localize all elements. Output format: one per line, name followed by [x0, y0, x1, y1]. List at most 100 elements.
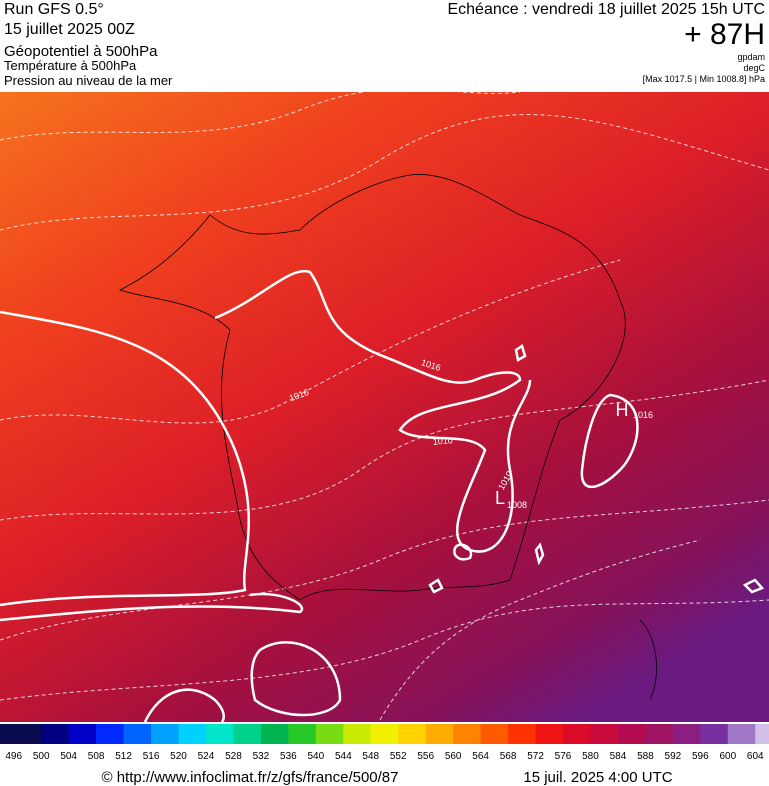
colorbar-label: 528	[225, 751, 242, 762]
color-swatch	[466, 724, 482, 744]
isotherms	[0, 88, 769, 721]
isobar-label: 1010	[432, 435, 453, 447]
colorbar-label: 540	[307, 751, 324, 762]
colorbar-label: 504	[60, 751, 77, 762]
color-swatch	[645, 724, 660, 744]
color-swatch	[617, 724, 633, 744]
colorbar-label: 508	[88, 751, 105, 762]
unit: degC	[743, 63, 765, 73]
colorbar-label: 552	[390, 751, 407, 762]
color-swatch	[700, 724, 715, 744]
colorbar-label: 572	[527, 751, 544, 762]
color-swatch	[260, 724, 276, 744]
color-swatch	[672, 724, 688, 744]
color-swatch	[535, 724, 550, 744]
colorbar-label: 516	[143, 751, 160, 762]
colorbar-label: 520	[170, 751, 187, 762]
colorbar-label: 532	[253, 751, 270, 762]
colorbar-label: 604	[747, 751, 764, 762]
color-swatch	[521, 724, 537, 744]
color-swatch	[137, 724, 152, 744]
color-swatch	[714, 724, 729, 744]
color-swatch	[384, 724, 399, 744]
valid-time: Echéance : vendredi 18 juillet 2025 15h …	[447, 1, 765, 18]
run-date: 15 juillet 2025 00Z	[4, 21, 135, 38]
source: © http://www.infoclimat.fr/z/gfs/france/…	[101, 769, 398, 786]
range: [Max 1017.5 | Min 1008.8] hPa	[643, 74, 765, 84]
lead-time: + 87H	[684, 18, 765, 51]
color-swatch	[576, 724, 591, 744]
color-swatch	[604, 724, 619, 744]
color-swatch	[755, 724, 769, 744]
layer: Pression au niveau de la mer	[4, 73, 173, 88]
color-swatch	[178, 724, 193, 744]
colorbar-label: 600	[719, 751, 736, 762]
color-swatch	[205, 724, 221, 744]
colorbar-label: 592	[665, 751, 682, 762]
color-swatch	[727, 724, 743, 744]
color-swatch	[41, 724, 56, 744]
colorbar-label: 548	[362, 751, 379, 762]
colorbar-label: 576	[555, 751, 572, 762]
colorbar-label: 560	[445, 751, 462, 762]
color-swatch	[563, 724, 578, 744]
color-swatch	[219, 724, 234, 744]
color-swatch	[27, 724, 42, 744]
colorbar-label: 580	[582, 751, 599, 762]
run: Run GFS 0.5°	[4, 1, 104, 18]
colorbar-label: 596	[692, 751, 709, 762]
field: Géopotentiel à 500hPa	[4, 43, 158, 60]
color-swatch	[233, 724, 248, 744]
color-swatch	[302, 724, 317, 744]
color-swatch	[164, 724, 180, 744]
timestamp: 15 juil. 2025 4:00 UTC	[523, 769, 672, 786]
isobar-label: 1016	[633, 410, 653, 420]
color-swatch	[123, 724, 138, 744]
color-swatch	[357, 724, 372, 744]
color-swatch	[425, 724, 440, 744]
color-swatch	[96, 724, 111, 744]
color-swatch	[439, 724, 454, 744]
colorbar-label: 524	[198, 751, 215, 762]
colorbar-label: 500	[33, 751, 50, 762]
color-swatch	[0, 724, 15, 744]
color-swatch	[54, 724, 70, 744]
color-swatch	[288, 724, 303, 744]
color-swatch	[192, 724, 207, 744]
colorbar-label: 536	[280, 751, 297, 762]
isobar-label: 1008	[507, 500, 527, 510]
color-swatch	[343, 724, 358, 744]
color-swatch	[247, 724, 262, 744]
color-swatch	[109, 724, 125, 744]
coastlines	[118, 174, 657, 701]
color-swatch	[151, 724, 166, 744]
color-swatch	[686, 724, 701, 744]
colorbar-label: 588	[637, 751, 654, 762]
isobar-label: L	[495, 488, 505, 508]
color-swatch	[494, 724, 509, 744]
color-swatch	[274, 724, 289, 744]
color-swatch	[549, 724, 564, 744]
colorbar-label: 584	[610, 751, 627, 762]
color-swatch	[590, 724, 605, 744]
color-swatch	[68, 724, 83, 744]
colorbar-label: 556	[417, 751, 434, 762]
color-swatch	[659, 724, 674, 744]
colorbar-label: 496	[5, 751, 22, 762]
color-swatch	[13, 724, 28, 744]
color-swatch	[329, 724, 344, 744]
color-swatch	[741, 724, 756, 744]
isobars	[0, 269, 765, 723]
isobar-label: H	[616, 400, 629, 420]
color-swatch	[631, 724, 646, 744]
colorbar-label: 568	[500, 751, 517, 762]
colorbar: 496 500 504 508 512 516 520 524 528 532 536 540 544 5…	[0, 724, 769, 762]
color-swatch	[411, 724, 427, 744]
map-field	[0, 92, 769, 722]
color-swatch	[398, 724, 413, 744]
color-swatch	[370, 724, 385, 744]
color-swatch	[480, 724, 495, 744]
